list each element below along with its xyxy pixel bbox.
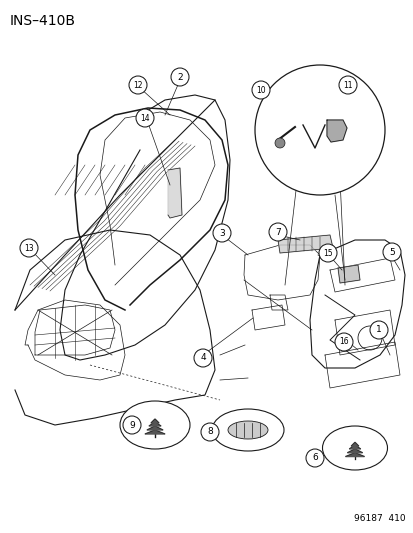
Circle shape [136,109,154,127]
Polygon shape [350,442,358,446]
Circle shape [201,423,218,441]
Circle shape [338,76,356,94]
Text: 4: 4 [200,353,205,362]
Polygon shape [168,168,182,218]
Circle shape [129,76,147,94]
Circle shape [20,239,38,257]
Text: 1: 1 [375,326,381,335]
Text: 6: 6 [311,454,317,463]
Circle shape [369,321,387,339]
Polygon shape [349,445,360,449]
Polygon shape [337,265,359,283]
Circle shape [305,449,323,467]
Polygon shape [326,120,346,142]
Polygon shape [347,449,362,453]
Text: 11: 11 [342,80,352,90]
Text: 7: 7 [275,228,280,237]
Text: 16: 16 [338,337,348,346]
Ellipse shape [228,421,267,439]
Circle shape [274,138,284,148]
Circle shape [171,68,189,86]
Text: 9: 9 [129,421,135,430]
Text: 8: 8 [206,427,212,437]
Text: 5: 5 [388,247,394,256]
Polygon shape [147,426,163,430]
Ellipse shape [120,401,190,449]
Polygon shape [151,419,159,423]
Text: 14: 14 [140,114,150,123]
Ellipse shape [211,409,283,451]
Text: 3: 3 [218,229,224,238]
Circle shape [254,65,384,195]
Polygon shape [145,430,165,434]
Circle shape [334,333,352,351]
Text: 15: 15 [323,248,332,257]
Text: 96187  410: 96187 410 [354,514,405,523]
Text: 13: 13 [24,244,34,253]
Ellipse shape [322,426,387,470]
Polygon shape [277,235,332,253]
Circle shape [252,81,269,99]
Circle shape [123,416,141,434]
Text: 12: 12 [133,80,142,90]
Text: INS–410B: INS–410B [10,14,76,28]
Text: 10: 10 [256,85,265,94]
Circle shape [318,244,336,262]
Polygon shape [149,422,161,426]
Polygon shape [345,453,363,457]
Circle shape [268,223,286,241]
Circle shape [212,224,230,242]
Text: 2: 2 [177,72,183,82]
Circle shape [382,243,400,261]
Circle shape [194,349,211,367]
